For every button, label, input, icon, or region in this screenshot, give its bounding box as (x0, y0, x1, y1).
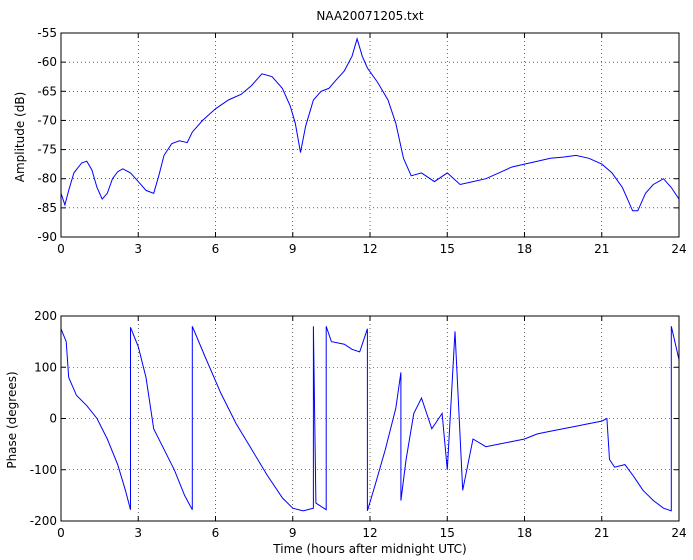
amplitude-x-tick-label: 0 (57, 242, 65, 256)
amplitude-x-tick-label: 21 (594, 242, 609, 256)
amplitude-series-line (60, 37, 680, 212)
phase-x-tick-label: 0 (57, 526, 65, 540)
amplitude-y-tick-label: -85 (37, 201, 57, 215)
amplitude-y-tick-label: -80 (37, 172, 57, 186)
phase-series-line (60, 326, 680, 512)
amplitude-plot: NAA20071205.txt Amplitude (dB) 0 3 6 9 12 15 1… (13, 9, 687, 256)
amplitude-y-tick-label: -65 (37, 84, 57, 98)
amplitude-y-tick-label: -70 (37, 113, 57, 127)
phase-x-tick-label: 12 (362, 526, 377, 540)
amplitude-y-tick-label: -55 (37, 26, 57, 40)
amplitude-x-tick-label: 12 (362, 242, 377, 256)
amplitude-x-tick-label: 18 (517, 242, 532, 256)
amplitude-y-tick-label: -75 (37, 143, 57, 157)
phase-y-tick-label: -100 (30, 463, 57, 477)
chart-title: NAA20071205.txt (316, 9, 423, 23)
phase-y-tick-label: -200 (30, 514, 57, 528)
phase-y-tick-label: 0 (49, 412, 57, 426)
phase-x-tick-label: 3 (134, 526, 142, 540)
phase-plot-frame (60, 315, 680, 522)
amplitude-x-tick-label: 3 (134, 242, 142, 256)
x-axis-label: Time (hours after midnight UTC) (272, 542, 466, 556)
phase-x-tick-label: 15 (440, 526, 455, 540)
phase-gridlines (60, 315, 680, 522)
y-axis-label: Phase (degrees) (5, 371, 19, 468)
amplitude-plot-frame (60, 32, 680, 238)
phase-y-tick-label: 200 (34, 309, 57, 323)
phase-x-tick-label: 18 (517, 526, 532, 540)
phase-plot: Time (hours after midnight UTC) Phase (d… (5, 309, 687, 556)
phase-y-tick-label: 100 (34, 360, 57, 374)
amplitude-y-tick-label: -90 (37, 230, 57, 244)
amplitude-x-tick-label: 24 (671, 242, 686, 256)
phase-x-tick-label: 24 (671, 526, 686, 540)
amplitude-x-tick-label: 6 (212, 242, 220, 256)
amplitude-y-tick-label: -60 (37, 55, 57, 69)
amplitude-ticks: 0 3 6 9 12 15 18 21 24 -55 -60 -65 -70 -75 -80 -85 -90 (37, 26, 686, 256)
y-axis-label: Amplitude (dB) (13, 92, 27, 183)
amplitude-x-tick-label: 9 (289, 242, 297, 256)
amplitude-gridlines (60, 32, 680, 238)
phase-ticks: 0 3 6 9 12 15 18 21 24 200 100 0 -100 -200 (30, 309, 687, 540)
phase-x-tick-label: 21 (594, 526, 609, 540)
phase-x-tick-label: 6 (212, 526, 220, 540)
amplitude-x-tick-label: 15 (440, 242, 455, 256)
phase-x-tick-label: 9 (289, 526, 297, 540)
